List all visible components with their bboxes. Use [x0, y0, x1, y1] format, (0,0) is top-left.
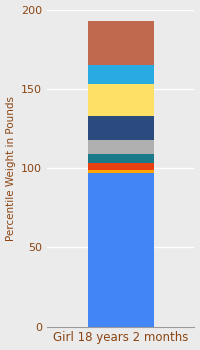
Bar [88, 65, 154, 84]
Bar [88, 170, 154, 173]
Bar [88, 116, 154, 140]
Bar [88, 173, 154, 327]
Bar [88, 140, 154, 154]
Bar [88, 84, 154, 116]
Bar [88, 163, 154, 170]
Bar [88, 154, 154, 163]
Y-axis label: Percentile Weight in Pounds: Percentile Weight in Pounds [6, 96, 16, 240]
Bar [88, 21, 154, 65]
